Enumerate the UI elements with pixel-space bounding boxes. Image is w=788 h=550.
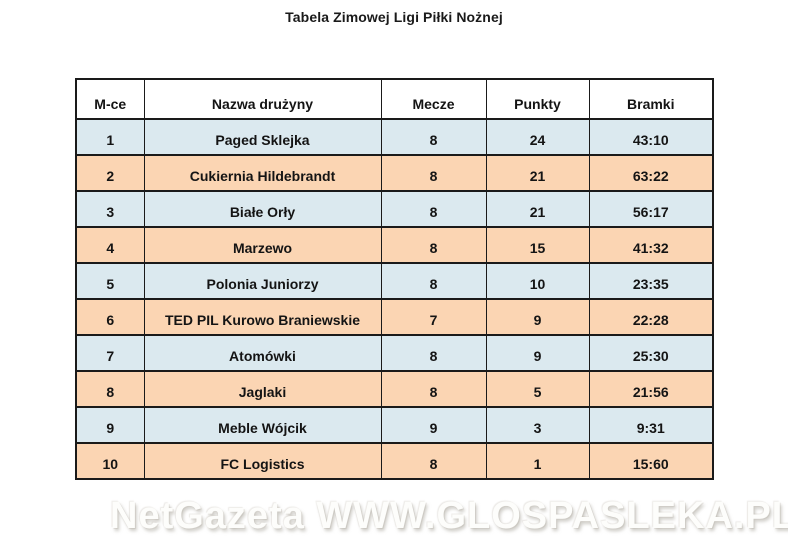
cell-matches: 8	[380, 118, 487, 156]
page-title: Tabela Zimowej Ligi Piłki Nożnej	[285, 9, 503, 25]
header-place: M-ce	[75, 78, 145, 120]
cell-goals: 21:56	[588, 370, 714, 408]
cell-team: Polonia Juniorzy	[143, 262, 382, 300]
cell-place: 10	[75, 442, 145, 480]
cell-points: 24	[485, 118, 590, 156]
watermark: NetGazeta WWW.GLOSPASLEKA.PL	[110, 495, 788, 537]
cell-points: 21	[485, 190, 590, 228]
cell-team: TED PIL Kurowo Braniewskie	[143, 298, 382, 336]
cell-points: 5	[485, 370, 590, 408]
header-points: Punkty	[485, 78, 590, 120]
cell-goals: 56:17	[588, 190, 714, 228]
table-row: 8 Jaglaki 8 5 21:56	[75, 370, 714, 408]
cell-matches: 8	[380, 226, 487, 264]
table-row: 4 Marzewo 8 15 41:32	[75, 226, 714, 264]
cell-points: 15	[485, 226, 590, 264]
table-row: 7 Atomówki 8 9 25:30	[75, 334, 714, 372]
cell-team: Marzewo	[143, 226, 382, 264]
cell-place: 8	[75, 370, 145, 408]
cell-place: 5	[75, 262, 145, 300]
cell-team: Meble Wójcik	[143, 406, 382, 444]
cell-matches: 8	[380, 442, 487, 480]
cell-goals: 22:28	[588, 298, 714, 336]
table-header-row: M-ce Nazwa drużyny Mecze Punkty Bramki	[75, 78, 714, 120]
cell-goals: 9:31	[588, 406, 714, 444]
league-table: M-ce Nazwa drużyny Mecze Punkty Bramki 1…	[75, 78, 714, 480]
cell-goals: 15:60	[588, 442, 714, 480]
cell-matches: 8	[380, 190, 487, 228]
cell-team: Paged Sklejka	[143, 118, 382, 156]
cell-points: 21	[485, 154, 590, 192]
cell-place: 7	[75, 334, 145, 372]
cell-place: 2	[75, 154, 145, 192]
cell-place: 4	[75, 226, 145, 264]
table-row: 2 Cukiernia Hildebrandt 8 21 63:22	[75, 154, 714, 192]
cell-points: 10	[485, 262, 590, 300]
cell-team: Jaglaki	[143, 370, 382, 408]
cell-place: 3	[75, 190, 145, 228]
cell-goals: 43:10	[588, 118, 714, 156]
cell-team: Atomówki	[143, 334, 382, 372]
table-row: 5 Polonia Juniorzy 8 10 23:35	[75, 262, 714, 300]
cell-goals: 41:32	[588, 226, 714, 264]
cell-goals: 63:22	[588, 154, 714, 192]
header-matches: Mecze	[380, 78, 487, 120]
cell-matches: 8	[380, 370, 487, 408]
cell-points: 9	[485, 334, 590, 372]
table-row: 9 Meble Wójcik 9 3 9:31	[75, 406, 714, 444]
cell-team: FC Logistics	[143, 442, 382, 480]
cell-team: Cukiernia Hildebrandt	[143, 154, 382, 192]
cell-place: 9	[75, 406, 145, 444]
table-row: 10 FC Logistics 8 1 15:60	[75, 442, 714, 480]
table-row: 6 TED PIL Kurowo Braniewskie 7 9 22:28	[75, 298, 714, 336]
header-goals: Bramki	[588, 78, 714, 120]
cell-matches: 9	[380, 406, 487, 444]
table-body: 1 Paged Sklejka 8 24 43:10 2 Cukiernia H…	[75, 118, 714, 480]
cell-points: 3	[485, 406, 590, 444]
cell-matches: 8	[380, 154, 487, 192]
cell-matches: 7	[380, 298, 487, 336]
cell-points: 1	[485, 442, 590, 480]
cell-team: Białe Orły	[143, 190, 382, 228]
cell-place: 1	[75, 118, 145, 156]
cell-place: 6	[75, 298, 145, 336]
cell-points: 9	[485, 298, 590, 336]
table-row: 1 Paged Sklejka 8 24 43:10	[75, 118, 714, 156]
header-team: Nazwa drużyny	[143, 78, 382, 120]
cell-goals: 25:30	[588, 334, 714, 372]
cell-goals: 23:35	[588, 262, 714, 300]
cell-matches: 8	[380, 262, 487, 300]
cell-matches: 8	[380, 334, 487, 372]
table-row: 3 Białe Orły 8 21 56:17	[75, 190, 714, 228]
